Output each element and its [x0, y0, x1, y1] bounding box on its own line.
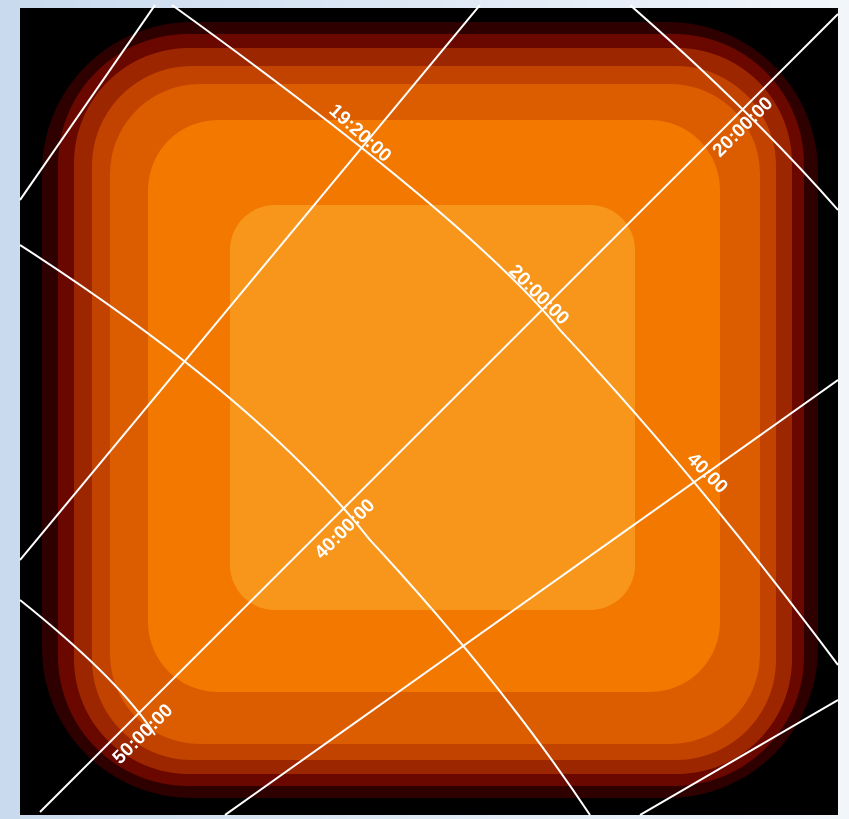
- image-view: 19:20:00 20:00:00 20:00:00 40:00 40:00:0…: [0, 0, 849, 819]
- level: [230, 205, 635, 610]
- intensity-levels: [42, 22, 818, 798]
- page: 19:20:00 20:00:00 20:00:00 40:00 40:00:0…: [0, 0, 849, 819]
